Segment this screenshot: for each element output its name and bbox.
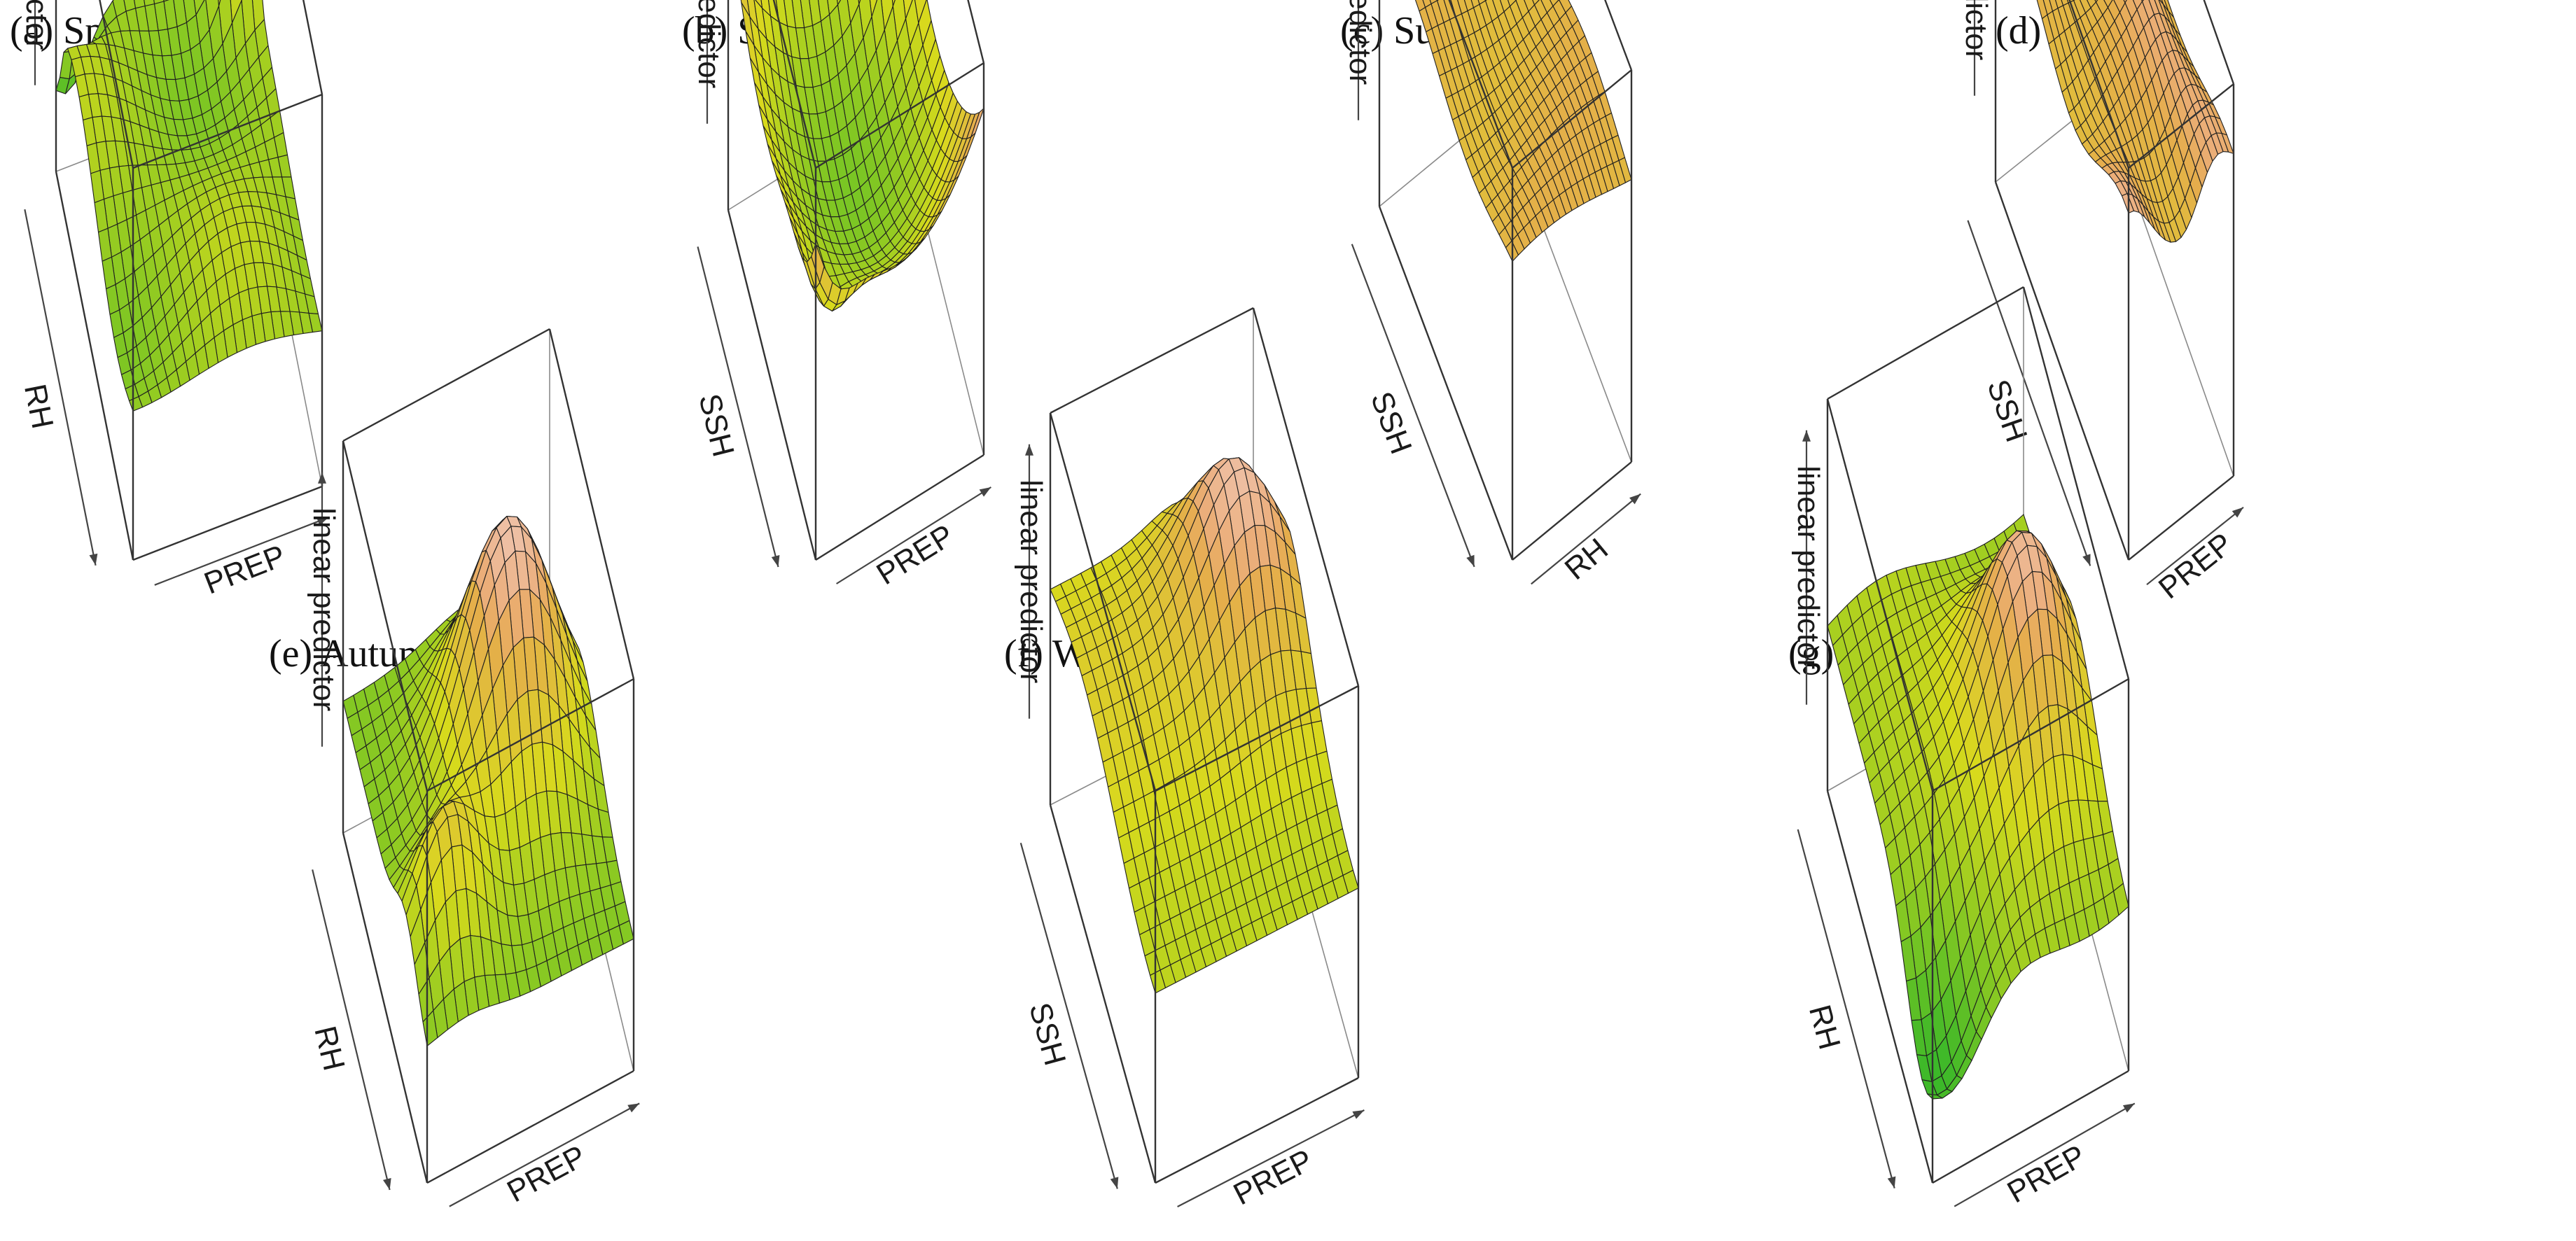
surface-plot: RH PREP linear predictor <box>18 0 329 601</box>
y-axis-arrow <box>1177 1109 1365 1207</box>
z-axis-arrow <box>1973 0 1976 96</box>
z-axis-arrow <box>34 0 36 85</box>
x-axis-label: RH <box>307 1023 351 1074</box>
z-axis-label: linear predictor <box>1014 479 1048 683</box>
x-axis-arrow <box>1797 829 1896 1189</box>
y-axis-arrow <box>2146 506 2244 586</box>
box-edges <box>1826 286 2130 1184</box>
z-axis-label: linear predictor <box>1959 0 1993 60</box>
surface-plot: RH PREP linear predictor <box>1791 286 2136 1210</box>
x-axis-arrow <box>1019 842 1119 1189</box>
box-edges <box>1378 0 1633 561</box>
panel-e: (e) Autumn RH PREP linear predictor <box>259 328 917 1241</box>
surface-facet <box>1149 969 1167 994</box>
surface-facet <box>811 243 825 283</box>
x-axis-label: SSH <box>1022 999 1072 1069</box>
box-edges <box>342 328 635 1184</box>
z-axis-arrow <box>1025 444 1033 719</box>
z-axis-arrow <box>1802 430 1811 705</box>
surface-facet <box>1926 1093 1943 1100</box>
y-axis-arrow <box>449 1102 640 1207</box>
z-axis-label: linear predictor <box>20 0 54 50</box>
x-axis-label: RH <box>1802 1002 1847 1053</box>
box-edges <box>1994 0 2235 561</box>
surface-plot: RH PREP linear predictor <box>307 328 640 1209</box>
surface-plot: SSH PREP linear predictor <box>692 0 991 591</box>
surface-mesh <box>55 0 323 412</box>
y-axis-arrow <box>1954 1102 2136 1207</box>
x-axis-label: SSH <box>692 391 740 461</box>
y-axis-label: PREP <box>1228 1143 1318 1212</box>
y-axis-label: PREP <box>2002 1138 2091 1210</box>
x-axis-arrow <box>312 869 391 1191</box>
x-axis-label: RH <box>18 381 60 432</box>
surface-mesh <box>1414 0 1632 262</box>
surface-mesh <box>342 516 634 1046</box>
y-axis-label: PREP <box>200 538 290 601</box>
z-axis-label: linear predictor <box>1791 465 1825 669</box>
surface-mesh <box>1827 514 2129 1100</box>
z-axis-arrow <box>318 472 326 747</box>
box-edges <box>55 0 323 561</box>
x-axis-arrow <box>697 246 780 568</box>
x-axis-arrow <box>1967 220 2091 566</box>
x-axis-arrow <box>24 209 98 566</box>
y-axis-label: PREP <box>501 1139 592 1209</box>
box-edges <box>727 0 985 561</box>
z-axis-label: linear predictor <box>1343 0 1377 85</box>
y-axis-label: PREP <box>2152 526 2239 605</box>
y-axis-arrow <box>836 486 991 584</box>
surface-plot: SSH PREP linear predictor <box>1014 307 1365 1212</box>
y-axis-arrow <box>1531 493 1641 585</box>
z-axis-arrow <box>706 0 709 124</box>
surface-mesh <box>1050 457 1359 994</box>
z-axis-label: linear predictor <box>307 507 341 711</box>
surface-mesh <box>740 0 984 311</box>
surface-mesh <box>2036 0 2234 243</box>
y-axis-label: RH <box>1559 532 1615 587</box>
y-axis-label: PREP <box>871 518 961 591</box>
panel-c: (c) Summer SSHRHlinear predictor <box>1330 0 1961 616</box>
z-axis-arrow <box>1357 0 1360 120</box>
z-axis-label: linear predictor <box>692 0 726 88</box>
surface-plot: SSHRHlinear predictor <box>1343 0 1641 587</box>
x-axis-arrow <box>1351 244 1475 568</box>
box-edges <box>1049 307 1360 1184</box>
